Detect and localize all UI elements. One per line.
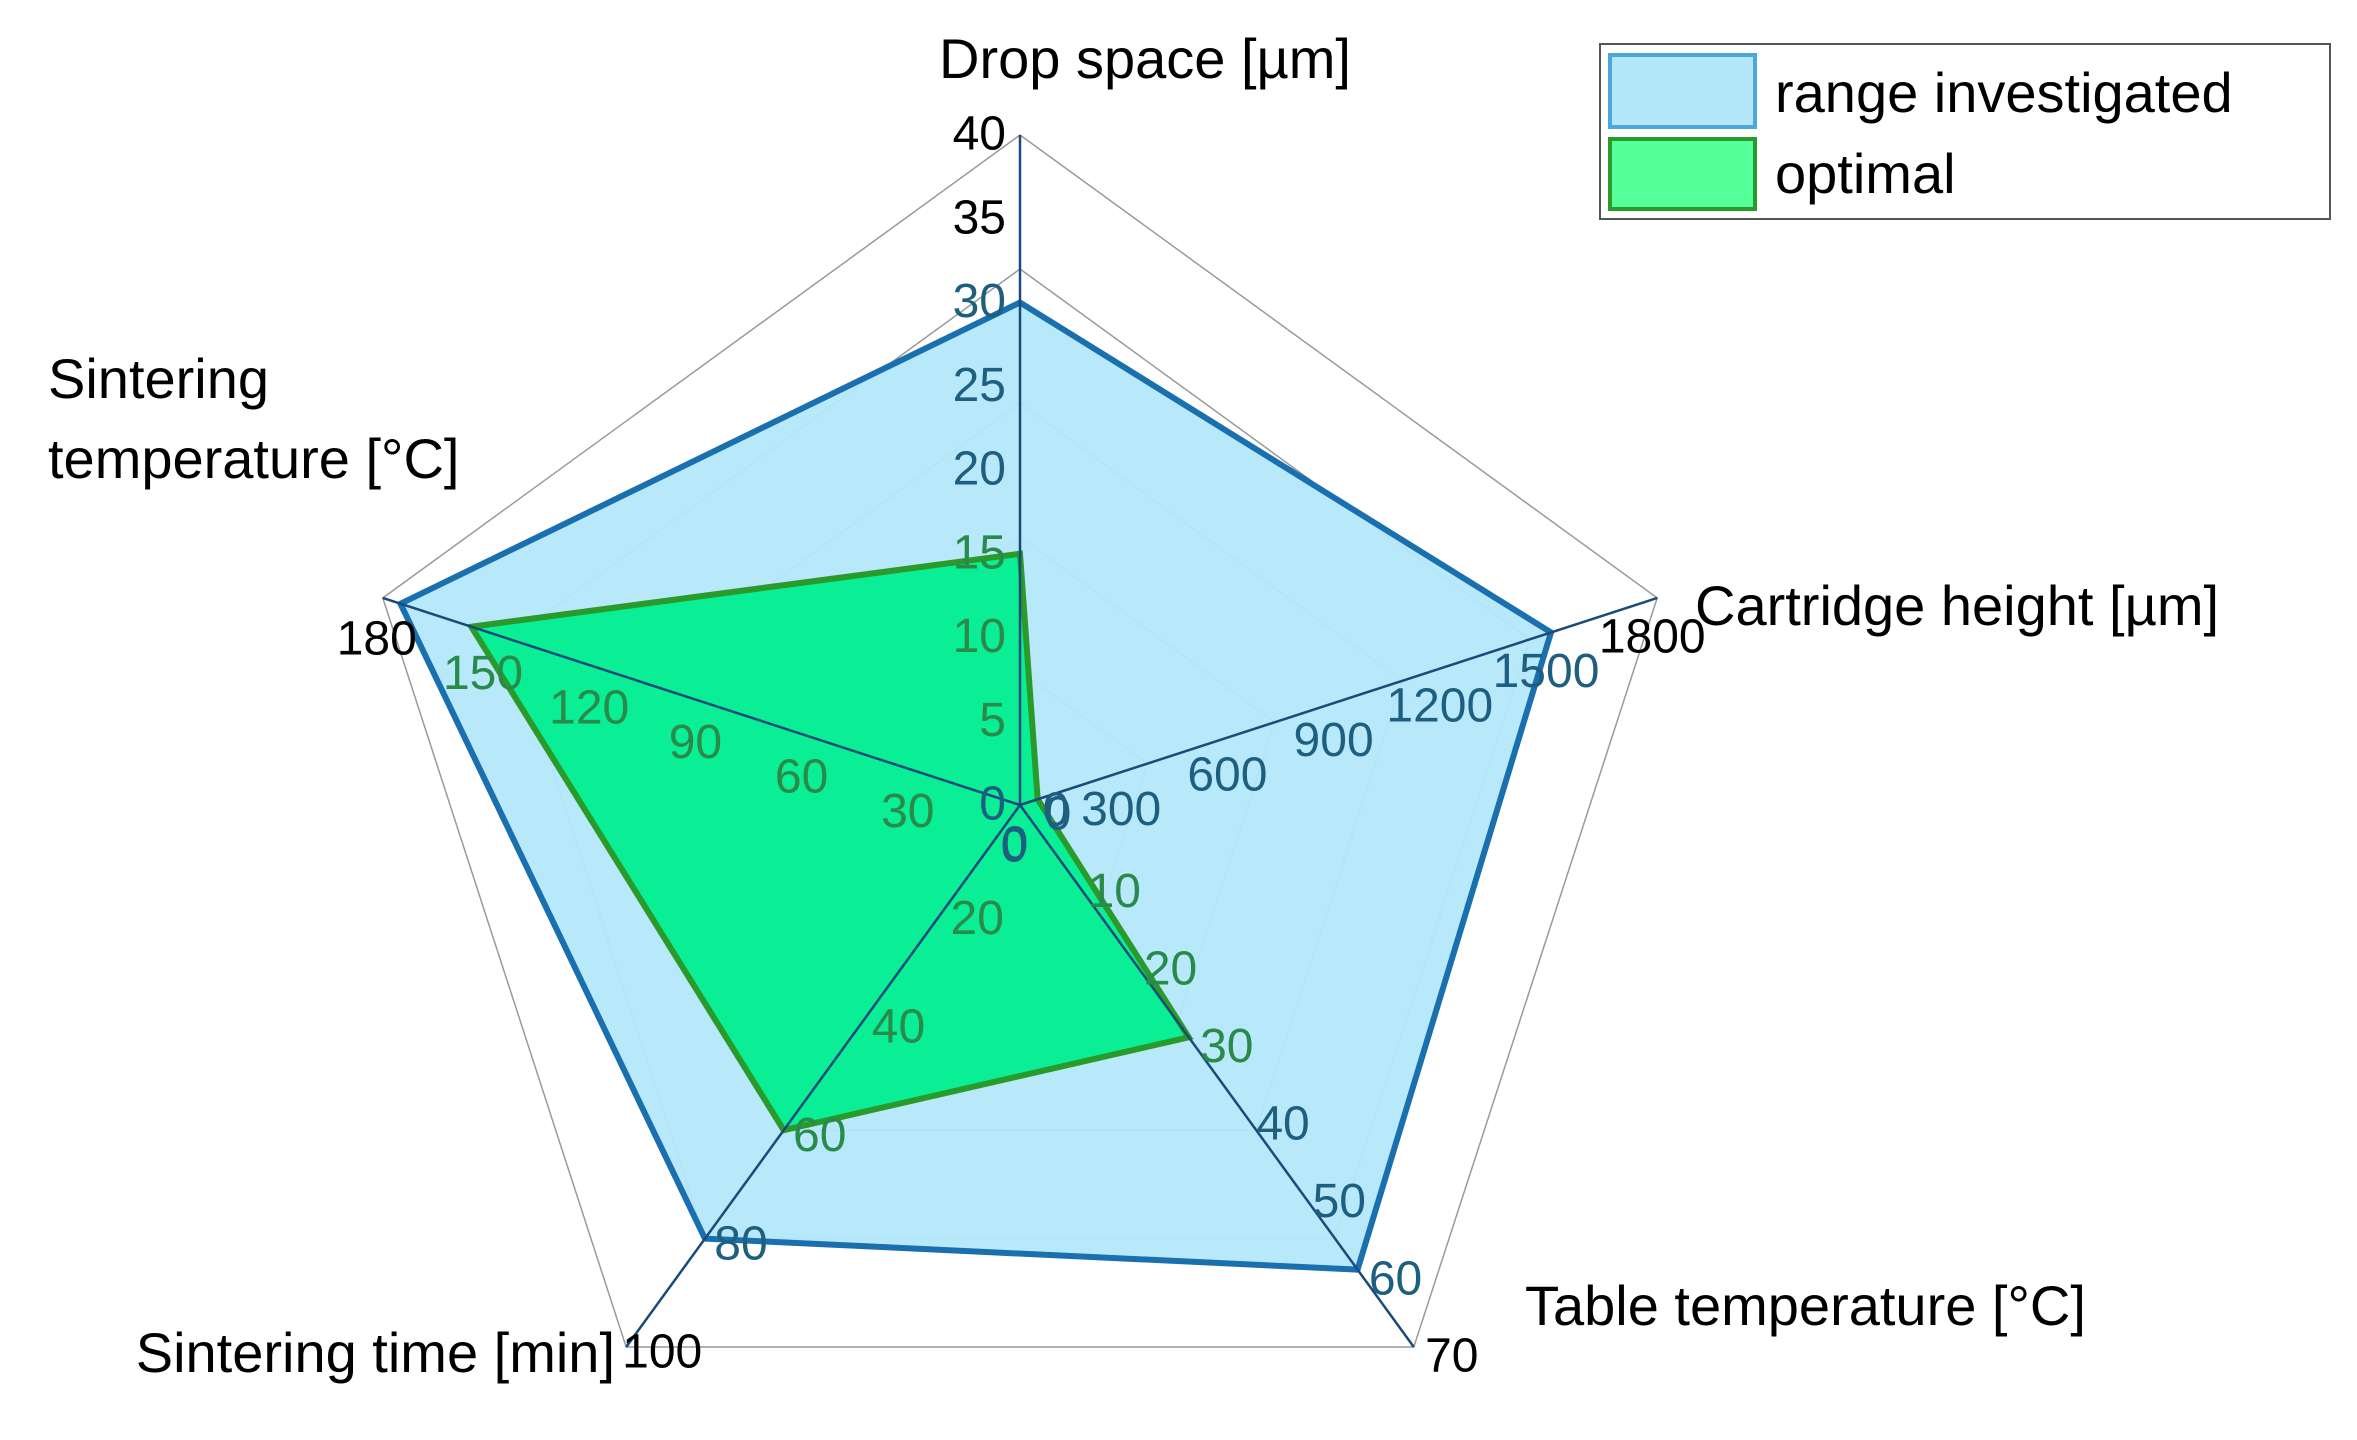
axis-lines xyxy=(382,135,1658,1348)
tick-label: 0 xyxy=(1001,820,1028,873)
axis-title-5: Sintering temperature [°C] xyxy=(48,347,459,490)
legend-label-range-investigated: range investigated xyxy=(1775,61,2233,124)
tick-label: 180 xyxy=(337,613,417,666)
tick-label: 5 xyxy=(979,694,1006,747)
tick-label: 0 xyxy=(1045,788,1072,841)
tick-label: 40 xyxy=(1256,1097,1309,1150)
tick-label: 20 xyxy=(953,443,1006,496)
legend: range investigated optimal xyxy=(1599,43,2331,220)
tick-label: 20 xyxy=(1144,943,1197,996)
tick-label: 50 xyxy=(1313,1175,1366,1228)
series-polygons xyxy=(396,299,1555,1273)
tick-label: 300 xyxy=(1081,783,1161,836)
tick-label: 30 xyxy=(1200,1020,1253,1073)
series-polygon-optimal xyxy=(466,550,1194,1134)
tick-labels: 0510152025303540030060090012001500180001… xyxy=(337,108,1706,1383)
tick-label: 70 xyxy=(1425,1330,1478,1383)
tick-label: 150 xyxy=(443,647,523,700)
axis-title-3: Table temperature [°C] xyxy=(1525,1274,2086,1337)
tick-label: 15 xyxy=(953,526,1006,579)
tick-label: 0 xyxy=(1002,818,1029,871)
legend-swatch-optimal xyxy=(1608,137,1757,211)
tick-label: 1200 xyxy=(1386,680,1493,733)
tick-label: 20 xyxy=(951,892,1004,945)
axis-line-4 xyxy=(625,804,1022,1348)
tick-label: 25 xyxy=(953,359,1006,412)
tick-label: 10 xyxy=(1088,865,1141,918)
tick-label: 40 xyxy=(872,1000,925,1053)
tick-label: 60 xyxy=(1369,1252,1422,1305)
tick-label: 120 xyxy=(549,682,629,735)
grid-ring-5 xyxy=(381,134,1659,1348)
axis-title-2: Cartridge height [µm] xyxy=(1695,574,2219,637)
legend-swatch-range-investigated xyxy=(1608,53,1757,129)
tick-label: 1800 xyxy=(1599,611,1706,664)
tick-label: 0 xyxy=(1043,784,1070,837)
axis-line-2 xyxy=(1019,596,1658,807)
axis-titles: Drop space [µm] Cartridge height [µm] Tabl… xyxy=(48,27,2219,1384)
tick-label: 90 xyxy=(669,716,722,769)
tick-label: 600 xyxy=(1187,749,1267,802)
tick-label: 60 xyxy=(793,1109,846,1162)
tick-label: 100 xyxy=(622,1326,702,1379)
tick-label: 900 xyxy=(1294,714,1374,767)
tick-label: 10 xyxy=(953,610,1006,663)
tick-label: 80 xyxy=(714,1217,767,1270)
tick-label: 1500 xyxy=(1493,645,1600,698)
tick-label: 30 xyxy=(953,275,1006,328)
tick-label: 0 xyxy=(979,778,1006,831)
tick-label: 35 xyxy=(953,191,1006,244)
tick-label: 40 xyxy=(953,108,1006,161)
axis-line-3 xyxy=(1018,804,1415,1348)
tick-label: 60 xyxy=(775,751,828,804)
axis-title-1: Drop space [µm] xyxy=(939,27,1351,90)
axis-line-5 xyxy=(382,596,1021,807)
tick-label: 30 xyxy=(881,785,934,838)
legend-label-optimal: optimal xyxy=(1775,142,1956,205)
axis-title-4: Sintering time [min] xyxy=(136,1321,615,1384)
